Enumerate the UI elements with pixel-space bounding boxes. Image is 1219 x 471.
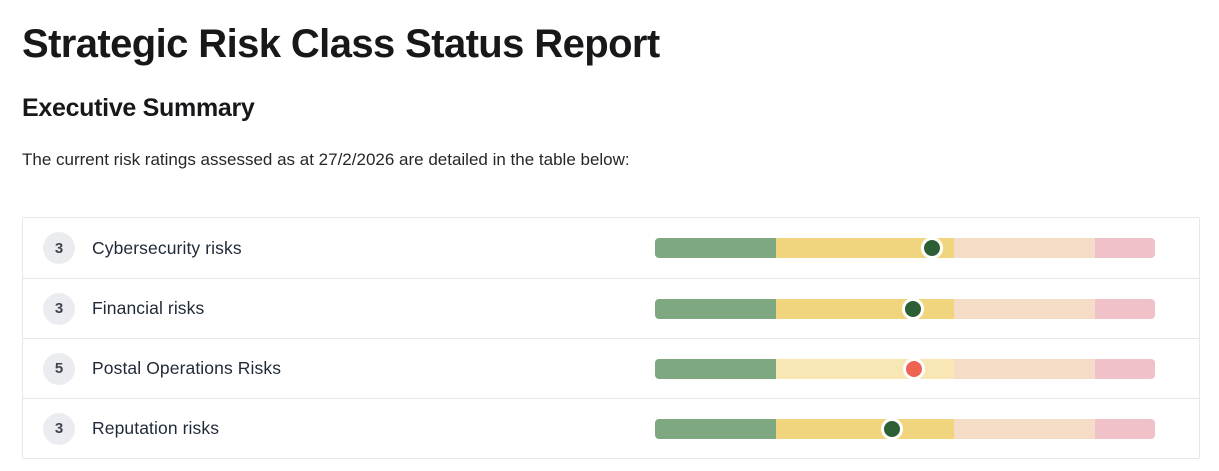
- scale-segment-yellow: [776, 358, 954, 379]
- scale-segment-green: [655, 358, 776, 379]
- table-row[interactable]: 3 Cybersecurity risks: [23, 218, 1199, 278]
- risk-scale-segments: [655, 358, 1155, 379]
- table-row[interactable]: 5 Postal Operations Risks: [23, 338, 1199, 398]
- scale-segment-red: [1095, 358, 1155, 379]
- risk-table: 3 Cybersecurity risks 3 Financial risks 5 Pos…: [22, 217, 1200, 459]
- count-badge: 3: [43, 412, 75, 445]
- rating-dot: [902, 297, 924, 320]
- scale-segment-green: [655, 298, 776, 319]
- scale-segment-red: [1095, 238, 1155, 258]
- risk-scale-bar: [655, 357, 1155, 380]
- risk-scale-bar: [655, 417, 1155, 440]
- risk-scale-bar: [655, 237, 1155, 259]
- table-row[interactable]: 3 Financial risks: [23, 278, 1199, 338]
- rating-dot: [921, 237, 943, 259]
- scale-segment-yellow: [776, 418, 954, 439]
- count-badge: 3: [43, 232, 75, 264]
- scale-segment-orange: [954, 358, 1095, 379]
- risk-scale-segments: [655, 238, 1155, 258]
- rating-dot: [903, 357, 925, 380]
- risk-scale-bar: [655, 297, 1155, 320]
- count-badge: 5: [43, 352, 75, 385]
- risk-scale-segments: [655, 418, 1155, 439]
- scale-segment-yellow: [776, 238, 954, 258]
- scale-segment-yellow: [776, 298, 954, 319]
- scale-segment-orange: [954, 418, 1095, 439]
- table-row[interactable]: 3 Reputation risks: [23, 398, 1199, 458]
- report-page: Strategic Risk Class Status Report Execu…: [22, 22, 1200, 459]
- intro-text: The current risk ratings assessed as at …: [22, 150, 630, 169]
- risk-class-label: Cybersecurity risks: [92, 237, 242, 258]
- scale-segment-green: [655, 238, 776, 258]
- scale-segment-orange: [954, 238, 1095, 258]
- risk-class-label: Postal Operations Risks: [92, 358, 282, 378]
- section-heading: Executive Summary: [22, 94, 255, 122]
- page-title: Strategic Risk Class Status Report: [22, 22, 660, 66]
- scale-segment-red: [1095, 418, 1155, 439]
- risk-class-label: Reputation risks: [92, 418, 220, 438]
- count-badge: 3: [43, 292, 75, 325]
- scale-segment-green: [655, 418, 776, 439]
- scale-segment-red: [1095, 298, 1155, 319]
- scale-segment-orange: [954, 298, 1095, 319]
- rating-dot: [881, 417, 903, 440]
- risk-class-label: Financial risks: [92, 298, 205, 318]
